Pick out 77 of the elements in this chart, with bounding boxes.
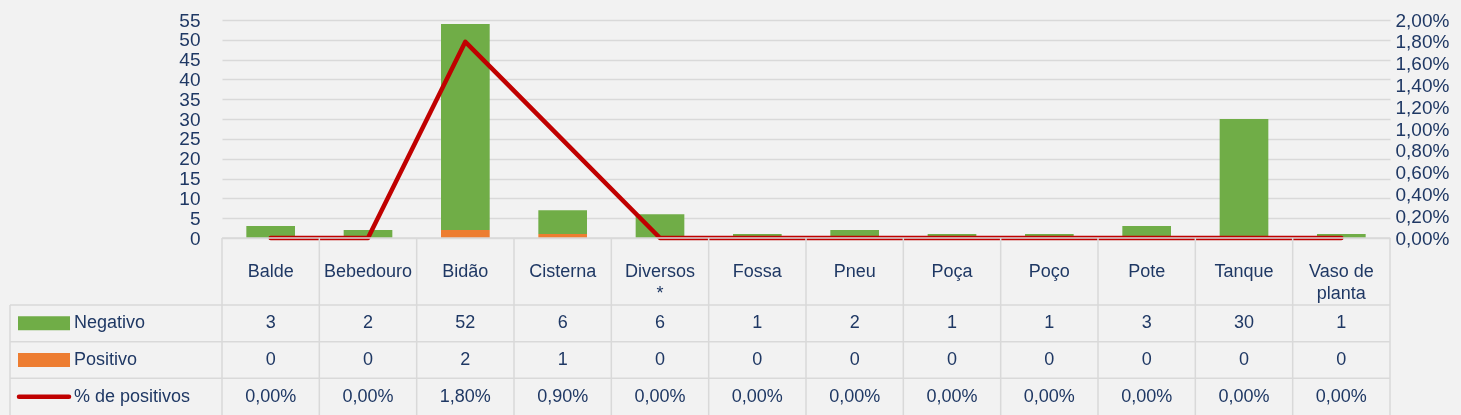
x-tick-label: Poça — [931, 260, 974, 281]
data-label: 0,90% — [537, 385, 589, 406]
data-label: 2 — [362, 312, 374, 333]
y2-tick-label: 0,40% — [1395, 183, 1450, 205]
y2-tick-label: 1,40% — [1395, 74, 1450, 96]
data-label: 0 — [1141, 349, 1152, 369]
y-tick-label: 20 — [179, 148, 201, 170]
data-label: 0,00% — [245, 385, 297, 406]
legend-label: Positivo — [74, 349, 138, 369]
y2-tick-label: 1,60% — [1395, 53, 1450, 75]
data-label: 0,00% — [1023, 385, 1075, 406]
bar — [441, 23, 490, 231]
y-tick-label: 15 — [179, 168, 201, 190]
x-tick-label: Poço — [1028, 260, 1070, 281]
x-tick-label: Fossa — [732, 260, 783, 281]
y-tick-label: 10 — [179, 187, 201, 209]
y2-tick-label: 0,00% — [1395, 227, 1450, 249]
data-label: 0,00% — [342, 385, 394, 406]
data-label: 0 — [849, 349, 860, 369]
legend-label: % de positivos — [74, 385, 191, 406]
data-label: 30 — [1233, 312, 1255, 333]
y-tick-label: 40 — [179, 68, 201, 90]
x-tick-label: Diversos * — [624, 260, 696, 303]
data-label: 1 — [557, 349, 568, 369]
data-label: 6 — [557, 312, 568, 333]
data-label: 0 — [265, 349, 276, 369]
y2-tick-label: 2,00% — [1395, 9, 1450, 31]
y2-tick-label: 1,20% — [1395, 96, 1450, 118]
y-tick-label: 0 — [189, 227, 201, 249]
x-tick-label: Bidão — [442, 260, 489, 281]
data-label: 2 — [849, 312, 860, 333]
y-tick-label: 30 — [179, 108, 201, 130]
data-label: 0 — [654, 349, 666, 369]
x-tick-label: Cisterna — [529, 260, 598, 281]
data-label: 3 — [265, 312, 276, 333]
x-tick-label: Balde — [247, 260, 294, 281]
bar — [1219, 119, 1269, 238]
y-tick-label: 5 — [189, 207, 201, 229]
data-label: 0,00% — [731, 385, 783, 406]
x-tick-label: Vaso de planta — [1308, 260, 1374, 303]
y-tick-label: 45 — [179, 49, 201, 71]
y-tick-label: 50 — [179, 29, 201, 51]
data-label: 1,80% — [439, 385, 491, 406]
legend-label: Negativo — [74, 312, 146, 333]
y-tick-label: 35 — [179, 88, 201, 110]
y-tick-label: 55 — [179, 9, 201, 31]
data-label: 52 — [455, 312, 476, 333]
y2-tick-label: 0,60% — [1395, 162, 1450, 184]
data-label: 1 — [752, 312, 763, 333]
data-label: 0 — [752, 349, 763, 369]
y2-tick-label: 0,80% — [1395, 140, 1450, 162]
data-label: 0 — [362, 349, 374, 369]
y2-tick-label: 1,00% — [1395, 118, 1450, 140]
data-label: 3 — [1141, 312, 1152, 333]
bar — [538, 210, 587, 235]
data-label: 2 — [460, 349, 471, 369]
data-label: 0,00% — [1315, 385, 1367, 406]
data-label: 0,00% — [1121, 385, 1173, 406]
data-label: 0,00% — [1218, 385, 1270, 406]
y2-tick-label: 0,20% — [1395, 205, 1450, 227]
x-tick-label: Tanque — [1214, 260, 1274, 281]
y-tick-label: 25 — [179, 128, 201, 150]
data-label: 0,00% — [634, 385, 686, 406]
data-label: 1 — [1044, 312, 1055, 333]
data-label: 0,00% — [926, 385, 978, 406]
data-label: 0 — [1238, 349, 1250, 369]
data-label: 0 — [946, 349, 958, 369]
x-tick-label: Pneu — [833, 260, 876, 281]
data-label: 0,00% — [829, 385, 881, 406]
data-label: 0 — [1044, 349, 1055, 369]
data-label: 6 — [654, 312, 666, 333]
x-tick-label: Bebedouro — [323, 260, 413, 281]
x-tick-label: Pote — [1128, 260, 1166, 281]
data-label: 0 — [1336, 349, 1347, 369]
data-label: 1 — [1336, 312, 1347, 333]
y2-tick-label: 1,80% — [1395, 31, 1450, 53]
data-label: 1 — [946, 312, 958, 333]
